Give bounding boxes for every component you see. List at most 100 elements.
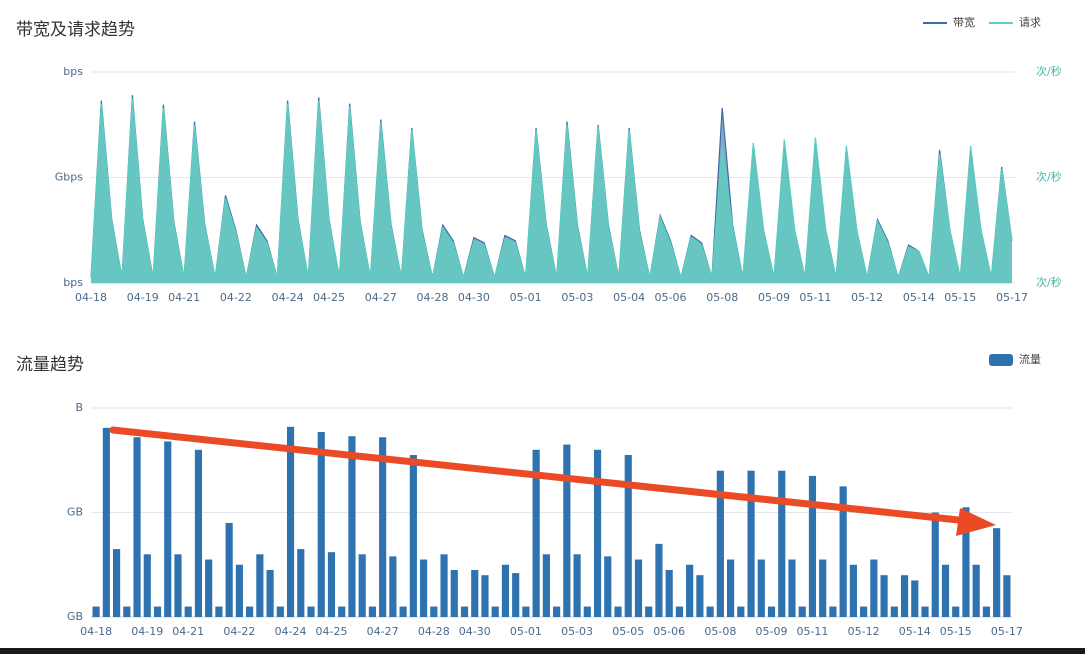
x-tick-label: 05-08 (704, 625, 736, 638)
x-tick-label: 05-11 (796, 625, 828, 638)
bar (184, 606, 192, 617)
bar (276, 606, 284, 617)
trend-arrow (109, 426, 996, 536)
bar (164, 441, 172, 617)
bar (849, 564, 857, 617)
bar (900, 575, 909, 617)
bar (501, 564, 510, 617)
x-tick-label: 05-03 (561, 291, 593, 304)
bar (890, 606, 898, 617)
x-tick-label: 05-05 (612, 625, 644, 638)
x-tick-label: 05-06 (655, 291, 687, 304)
x-tick-label: 04-30 (458, 291, 490, 304)
bar (327, 552, 336, 617)
bar (686, 564, 694, 617)
bar (675, 606, 683, 617)
bar (911, 580, 919, 617)
bar (379, 437, 387, 617)
series-line (90, 98, 1013, 280)
x-tick-label: 05-01 (510, 625, 542, 638)
bar (645, 606, 653, 617)
y-tick-label: bps (63, 65, 83, 78)
bar (133, 437, 141, 617)
bar (962, 507, 970, 617)
bar (481, 575, 489, 617)
bar (153, 606, 162, 617)
y2-tick-label: 次/秒 (1036, 275, 1062, 289)
x-tick-label: 05-17 (991, 625, 1023, 638)
legend-swatch (989, 354, 1013, 366)
bar (174, 554, 182, 617)
bar (747, 470, 755, 617)
legend-label: 带宽 (953, 15, 975, 29)
bar (491, 606, 499, 617)
bar (450, 569, 458, 617)
bar (512, 573, 520, 617)
bar (860, 606, 868, 617)
bar (573, 554, 581, 617)
bar (409, 455, 417, 617)
x-tick-label: 05-03 (561, 625, 593, 638)
bar (358, 554, 366, 617)
bar (737, 606, 745, 617)
bar (297, 549, 305, 617)
bar (102, 427, 110, 617)
bar (215, 606, 223, 617)
bar (420, 559, 428, 617)
x-tick-label: 04-28 (418, 625, 450, 638)
x-tick-label: 04-18 (80, 625, 112, 638)
x-tick-label: 04-27 (367, 625, 399, 638)
x-tick-label: 04-30 (459, 625, 491, 638)
bar (839, 486, 847, 617)
x-tick-label: 04-21 (168, 291, 200, 304)
x-tick-label: 04-19 (131, 625, 163, 638)
bar (542, 554, 550, 617)
bar (563, 444, 571, 617)
x-tick-label: 05-09 (758, 291, 790, 304)
bar (716, 470, 724, 617)
bar (1003, 575, 1011, 617)
x-tick-label: 05-14 (899, 625, 931, 638)
y-tick-label: GB (67, 506, 83, 519)
x-tick-label: 05-12 (851, 291, 883, 304)
bar (972, 564, 980, 617)
y-tick-label: bps (63, 276, 83, 289)
x-tick-label: 04-25 (313, 291, 345, 304)
bar (338, 606, 346, 617)
x-tick-label: 04-22 (223, 625, 255, 638)
bar (123, 606, 131, 617)
y-tick-label: Gbps (55, 171, 83, 184)
bar (113, 549, 121, 617)
bottom-edge (0, 648, 1085, 654)
y2-tick-label: 次/秒 (1036, 170, 1062, 184)
bar (389, 556, 397, 617)
bar (941, 564, 950, 617)
x-tick-label: 05-17 (996, 291, 1028, 304)
bar (460, 606, 469, 617)
bar (767, 606, 776, 617)
x-tick-label: 04-28 (417, 291, 449, 304)
bar (624, 455, 632, 617)
bar (727, 559, 735, 617)
x-tick-label: 05-12 (848, 625, 880, 638)
bar (205, 559, 213, 617)
legend-label: 请求 (1019, 16, 1041, 29)
x-tick-label: 04-19 (127, 291, 159, 304)
bar (778, 470, 786, 617)
bar (665, 569, 673, 617)
x-tick-label: 05-04 (613, 291, 645, 304)
bar (614, 606, 622, 617)
bar (225, 522, 233, 617)
bar (522, 606, 530, 617)
x-tick-label: 05-09 (756, 625, 788, 638)
y-tick-label: GB (67, 610, 83, 623)
bar (952, 606, 960, 617)
y-tick-label: B (75, 401, 83, 414)
bar (706, 606, 714, 617)
x-tick-label: 05-08 (706, 291, 738, 304)
chart-title: 带宽及请求趋势 (16, 20, 135, 40)
x-tick-label: 05-01 (510, 291, 542, 304)
x-tick-label: 04-21 (172, 625, 204, 638)
bar (553, 606, 561, 617)
